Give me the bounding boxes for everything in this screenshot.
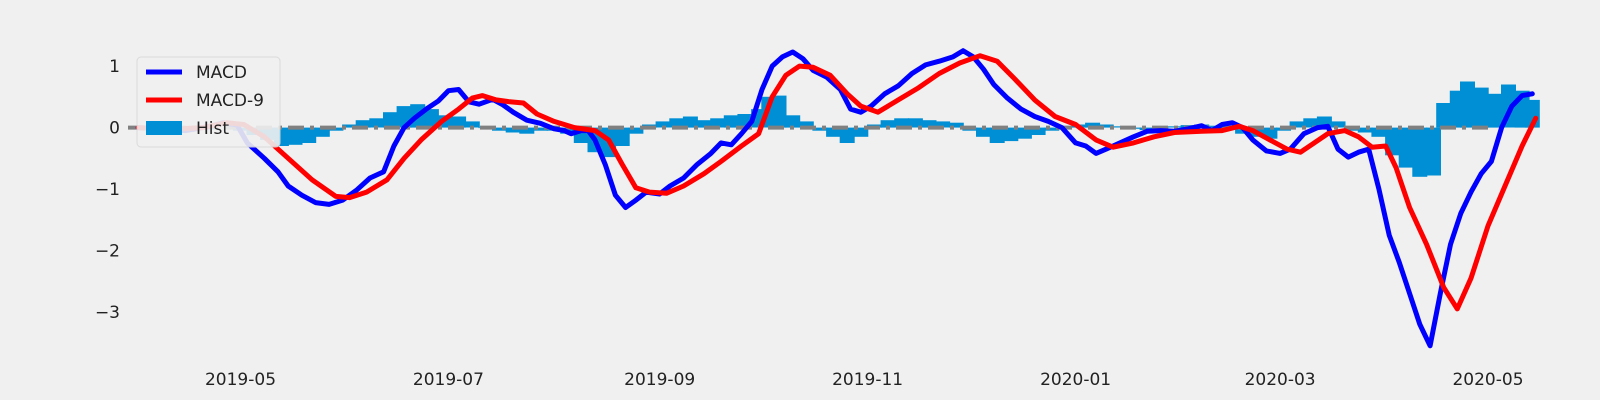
hist-bar (723, 115, 739, 128)
hist-bar (451, 116, 467, 128)
hist-bar (1436, 103, 1452, 128)
hist-bar (1357, 127, 1373, 133)
hist-bar (628, 127, 644, 134)
hist-bar (614, 127, 630, 146)
hist-bar (1098, 124, 1114, 128)
y-tick-label: −1 (95, 180, 120, 200)
hist-bar (1412, 127, 1428, 177)
hist-bar (355, 120, 371, 128)
hist-bar (880, 120, 896, 128)
x-tick-label: 2020-01 (1040, 370, 1111, 390)
hist-bar (287, 127, 303, 145)
hist-bar (492, 127, 507, 131)
hist-bar (798, 121, 814, 128)
x-tick-labels: 2019-05 2019-07 2019-09 2019-11 2020-01 2020-… (205, 370, 1524, 390)
y-tick-label: 1 (109, 57, 120, 77)
y-tick-label: −2 (95, 242, 120, 262)
hist-bar (853, 127, 869, 137)
hist-bar (771, 95, 787, 128)
x-tick-label: 2020-05 (1452, 370, 1523, 390)
hist-bar (369, 118, 385, 128)
hist-bar (935, 121, 951, 128)
y-tick-label: −3 (95, 303, 120, 323)
hist-bar (1112, 126, 1128, 128)
hist-bar (1398, 127, 1414, 168)
hist-bar (1460, 81, 1475, 128)
hist-bar (785, 115, 801, 128)
hist-bar (532, 127, 548, 131)
hist-bar (314, 127, 330, 137)
x-tick-label: 2019-07 (413, 370, 484, 390)
hist-bar (710, 118, 726, 128)
legend-hist-label: Hist (196, 119, 229, 139)
hist-bar (976, 127, 991, 137)
hist-bar (519, 127, 535, 134)
hist-bar (301, 127, 317, 143)
hist-bar (1316, 116, 1332, 128)
hist-bar (1289, 121, 1305, 128)
hist-bar (1085, 122, 1101, 128)
hist-bar (1030, 127, 1046, 135)
hist-bar (812, 127, 828, 131)
hist-bar (839, 127, 855, 143)
hist-bar (1044, 127, 1060, 131)
x-tick-label: 2019-11 (832, 370, 903, 390)
y-tick-label: 0 (109, 119, 120, 139)
hist-bar (989, 127, 1005, 143)
hist-bar (696, 120, 712, 128)
hist-bar (655, 121, 671, 128)
hist-bar (907, 118, 923, 128)
hist-bar (948, 122, 964, 128)
hist-bar (1371, 127, 1387, 137)
hist-bar (505, 127, 521, 133)
hist-bar (682, 116, 698, 128)
histogram-bars (154, 81, 1540, 177)
hist-bar (1487, 93, 1503, 128)
hist-bar (464, 121, 480, 128)
hist-bar (669, 118, 685, 128)
hist-bar (342, 124, 358, 128)
hist-bar (1473, 87, 1489, 128)
hist-bar (383, 112, 398, 128)
legend-macd-label: MACD (196, 63, 247, 83)
hist-bar (921, 120, 937, 128)
legend-signal-label: MACD-9 (196, 91, 264, 111)
legend-hist-swatch (146, 121, 182, 135)
legend: MACD MACD-9 Hist (136, 56, 281, 148)
hist-bar (894, 118, 910, 128)
series-lines (135, 48, 1539, 349)
x-tick-label: 2019-05 (205, 370, 276, 390)
signal-line (135, 53, 1539, 312)
hist-bar (1016, 127, 1032, 139)
hist-bar (423, 109, 439, 128)
hist-bar (1330, 121, 1346, 128)
hist-bar (1303, 118, 1319, 128)
y-tick-labels: 1 0 −1 −2 −3 (95, 57, 120, 323)
hist-bar (1426, 127, 1441, 176)
hist-bar (1003, 127, 1019, 142)
hist-bar (826, 127, 842, 137)
x-tick-label: 2020-03 (1245, 370, 1316, 390)
x-tick-label: 2019-09 (624, 370, 695, 390)
hist-bar (1262, 127, 1278, 139)
